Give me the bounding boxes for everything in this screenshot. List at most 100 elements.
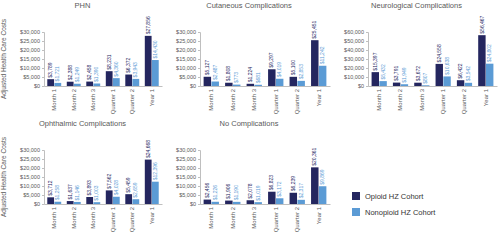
bar bbox=[443, 76, 450, 86]
x-tick-label: Year 1 bbox=[316, 206, 322, 224]
data-label: $25,451 bbox=[311, 20, 317, 38]
x-tick: Month 3 bbox=[419, 86, 425, 111]
data-label: $3,712 bbox=[47, 180, 53, 196]
chart-title: No Complications bbox=[220, 119, 279, 128]
data-label: $5,459 bbox=[125, 177, 131, 193]
y-axis-line bbox=[366, 33, 369, 87]
y-tick-label: $30,000 bbox=[20, 147, 40, 153]
x-tick: Month 1 bbox=[208, 204, 214, 229]
bar bbox=[319, 66, 326, 86]
y-axis-line bbox=[198, 33, 201, 87]
bar bbox=[67, 82, 74, 86]
y-tick-label: $10,000 bbox=[20, 65, 40, 71]
legend-swatch bbox=[352, 208, 360, 216]
panel: Ophthalmic ComplicationsAdjusted Health … bbox=[0, 119, 163, 232]
data-label: $6,422 bbox=[457, 63, 463, 79]
data-label: $20,361 bbox=[311, 148, 317, 166]
y-tick-mark bbox=[42, 186, 44, 187]
data-label: $15,397 bbox=[372, 52, 378, 70]
y-tick: $0 bbox=[34, 201, 44, 207]
data-label: $1,637 bbox=[67, 184, 73, 200]
bar bbox=[225, 201, 232, 204]
bar bbox=[486, 64, 493, 86]
bar bbox=[247, 84, 254, 86]
data-label: $1,019 bbox=[255, 185, 261, 201]
y-tick-label: $60,000 bbox=[344, 29, 364, 35]
bar bbox=[247, 200, 254, 204]
y-tick-mark bbox=[198, 177, 200, 178]
bar bbox=[54, 202, 61, 204]
x-tick: Quarter 2 bbox=[294, 86, 300, 114]
x-tick: Year 1 bbox=[316, 204, 322, 224]
y-tick: $20,000 bbox=[344, 65, 368, 71]
x-tick-label: Month 1 bbox=[208, 88, 214, 110]
y-tick: $25,000 bbox=[20, 38, 44, 44]
y-tick-label: $25,000 bbox=[176, 38, 196, 44]
y-axis: $0$5,000$10,000$15,000$20,000$25,000$30,… bbox=[20, 147, 44, 207]
data-label: $2,456 bbox=[204, 183, 210, 199]
chart-title: Neurological Complications bbox=[371, 1, 462, 10]
x-tick-label: Year 1 bbox=[316, 88, 322, 106]
y-tick-mark bbox=[198, 86, 200, 87]
bars bbox=[204, 40, 327, 86]
y-tick-label: $15,000 bbox=[20, 174, 40, 180]
bar bbox=[93, 202, 100, 204]
bar bbox=[436, 64, 443, 86]
chart-title: Ophthalmic Complications bbox=[39, 119, 126, 128]
x-tick: Month 3 bbox=[251, 86, 257, 111]
data-label: $2,659 bbox=[132, 182, 138, 198]
y-tick: $5,000 bbox=[179, 74, 200, 80]
y-tick-label: $0 bbox=[358, 83, 364, 89]
y-tick: $15,000 bbox=[176, 174, 200, 180]
bar bbox=[276, 198, 283, 204]
x-tick-label: Quarter 2 bbox=[129, 88, 135, 114]
x-tick: Quarter 1 bbox=[110, 86, 116, 114]
data-label: $1,258 bbox=[54, 185, 60, 201]
data-label: $773 bbox=[233, 72, 239, 83]
x-tick-label: Quarter 2 bbox=[129, 206, 135, 232]
y-tick: $10,000 bbox=[344, 74, 368, 80]
y-tick-mark bbox=[42, 59, 44, 60]
x-tick: Month 2 bbox=[230, 86, 236, 111]
y-tick-label: $40,000 bbox=[344, 47, 364, 53]
panel: Neurological Complications $0 $10,000 $20,0… bbox=[344, 1, 497, 114]
bar bbox=[297, 81, 304, 86]
y-tick: $20,000 bbox=[176, 165, 200, 171]
y-tick-label: $10,000 bbox=[20, 183, 40, 189]
data-label: $1,003 bbox=[93, 185, 99, 201]
y-tick-label: $25,000 bbox=[176, 156, 196, 162]
bar bbox=[290, 77, 297, 86]
y-axis: $0$10,000$20,000$30,000$40,000$50,000$60… bbox=[344, 29, 368, 89]
y-tick-label: $25,000 bbox=[20, 156, 40, 162]
data-label: $2,853 bbox=[298, 64, 304, 80]
data-label: $1,190 bbox=[233, 185, 239, 201]
bar bbox=[106, 71, 113, 86]
y-tick: $30,000 bbox=[176, 147, 200, 153]
legend-label: Nonopioid HZ Cohort bbox=[365, 208, 436, 217]
data-label: $24,668 bbox=[145, 140, 151, 158]
y-tick-mark bbox=[42, 177, 44, 178]
data-labels: $2,456$1,906$2,078$6,823$6,239$20,361$1,… bbox=[204, 148, 325, 201]
y-tick-mark bbox=[366, 50, 368, 51]
y-tick-label: $20,000 bbox=[20, 47, 40, 53]
y-tick-mark bbox=[42, 86, 44, 87]
x-axis-line bbox=[201, 204, 331, 205]
data-label: $24,558 bbox=[436, 44, 442, 62]
y-tick-label: $5,000 bbox=[23, 74, 40, 80]
x-tick-label: Month 2 bbox=[230, 88, 236, 110]
bar bbox=[152, 182, 159, 204]
x-tick: Quarter 2 bbox=[461, 86, 467, 114]
y-tick-label: $0 bbox=[190, 83, 196, 89]
y-tick: $10,000 bbox=[176, 183, 200, 189]
data-label: $9,869 bbox=[319, 169, 325, 185]
data-label: $1,906 bbox=[225, 184, 231, 200]
data-label: $56,467 bbox=[479, 15, 485, 33]
x-tick: Month 2 bbox=[397, 86, 403, 111]
x-tick-label: Quarter 2 bbox=[294, 88, 300, 114]
y-tick-label: $0 bbox=[34, 201, 40, 207]
x-tick-label: Quarter 1 bbox=[440, 88, 446, 114]
bar bbox=[74, 202, 81, 204]
x-tick-label: Quarter 1 bbox=[110, 206, 116, 232]
y-tick-mark bbox=[198, 68, 200, 69]
x-tick-label: Year 1 bbox=[483, 88, 489, 106]
